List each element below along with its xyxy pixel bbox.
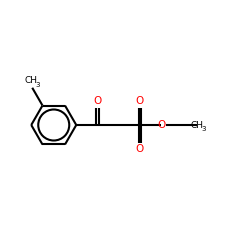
- Text: O: O: [157, 120, 165, 130]
- Text: CH: CH: [24, 76, 38, 85]
- Text: O: O: [94, 96, 102, 106]
- Text: CH: CH: [191, 120, 204, 130]
- Text: O: O: [136, 96, 144, 106]
- Text: 3: 3: [35, 82, 40, 88]
- Text: 3: 3: [202, 126, 206, 132]
- Text: O: O: [136, 144, 144, 154]
